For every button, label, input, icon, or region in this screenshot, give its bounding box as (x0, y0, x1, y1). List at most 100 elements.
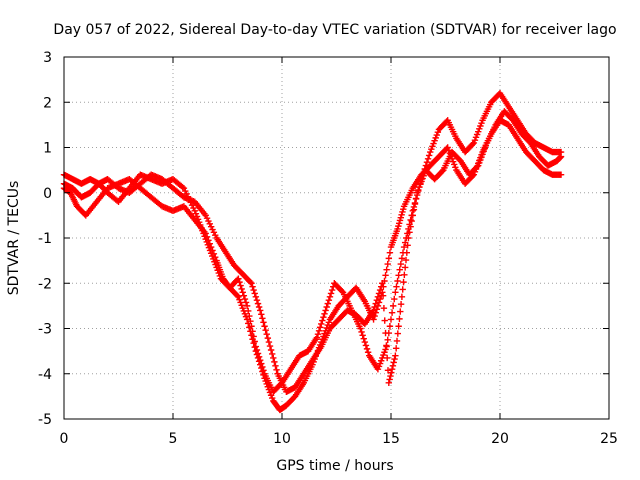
y-tick-label: -4 (38, 367, 52, 383)
data-point-marker (260, 319, 267, 326)
data-point-marker (253, 346, 261, 354)
data-point-marker (425, 152, 433, 159)
x-tick-label: 20 (491, 431, 509, 447)
data-point-marker (402, 256, 410, 264)
data-point-marker (557, 171, 565, 178)
data-point-marker (473, 163, 481, 170)
data-point-marker (262, 326, 269, 334)
data-point-marker (323, 303, 330, 311)
data-point-marker (397, 260, 405, 268)
data-point-marker (320, 313, 327, 321)
data-layer (60, 90, 565, 414)
data-point-marker (270, 354, 277, 362)
data-point-marker (396, 266, 403, 273)
data-point-marker (406, 229, 413, 236)
data-point-marker (255, 353, 263, 360)
data-point-marker (255, 303, 263, 311)
data-point-marker (393, 337, 401, 345)
data-point-marker (246, 312, 253, 320)
data-point-marker (314, 330, 322, 338)
data-point-marker (235, 275, 242, 282)
data-point-marker (248, 280, 255, 287)
data-point-marker (383, 342, 390, 349)
grid-layer (64, 57, 609, 419)
data-point-marker (360, 335, 367, 342)
data-point-marker (263, 330, 270, 338)
data-point-marker (245, 307, 252, 315)
data-point-marker (234, 292, 241, 299)
data-point-marker (384, 260, 391, 268)
data-point-marker (388, 366, 396, 373)
data-point-marker (383, 354, 391, 362)
data-point-marker (401, 271, 408, 278)
data-point-marker (401, 264, 409, 271)
data-point-marker (272, 362, 279, 370)
data-point-marker (392, 289, 399, 296)
data-point-marker (241, 295, 249, 303)
data-point-marker (394, 277, 401, 285)
data-point-marker (392, 352, 399, 359)
data-point-marker (257, 307, 264, 314)
chart-title: Day 057 of 2022, Sidereal Day-to-day VTE… (53, 22, 616, 38)
data-point-marker (322, 307, 329, 314)
y-tick-label: 0 (43, 186, 52, 202)
data-point-marker (379, 292, 387, 299)
y-axis-title: SDTVAR / TECUs (6, 181, 22, 296)
data-point-marker (267, 346, 275, 354)
data-point-marker (385, 379, 393, 386)
data-point-marker (469, 140, 476, 148)
data-point-marker (371, 303, 378, 311)
data-point-marker (424, 155, 432, 163)
data-point-marker (557, 153, 565, 160)
data-point-marker (254, 300, 262, 307)
y-tick-label: -2 (38, 276, 52, 292)
data-point-marker (385, 255, 393, 262)
data-point-marker (328, 286, 336, 294)
data-point-marker (439, 168, 446, 175)
data-point-marker (271, 358, 278, 366)
x-axis-title: GPS time / hours (276, 458, 393, 474)
data-point-marker (372, 300, 379, 307)
data-point-marker (381, 317, 388, 324)
data-point-marker (383, 266, 390, 273)
data-point-marker (375, 290, 383, 297)
data-point-marker (397, 308, 404, 315)
data-point-marker (252, 343, 260, 350)
data-point-marker (250, 286, 257, 294)
data-point-marker (236, 278, 243, 286)
x-tick-label: 5 (169, 431, 178, 447)
data-point-marker (254, 350, 262, 357)
data-point-marker (391, 355, 398, 363)
data-point-marker (319, 317, 326, 324)
data-point-marker (338, 287, 346, 295)
data-point-marker (374, 293, 382, 301)
data-point-marker (257, 356, 264, 364)
series-track-3 (60, 108, 565, 396)
data-point-marker (411, 200, 419, 208)
data-point-marker (373, 297, 381, 304)
data-point-marker (326, 293, 334, 301)
data-point-marker (327, 290, 335, 297)
x-tick-label: 0 (60, 431, 69, 447)
data-point-marker (243, 316, 251, 323)
data-point-marker (273, 366, 280, 373)
data-point-marker (259, 363, 266, 371)
data-point-marker (370, 316, 377, 323)
data-point-marker (358, 328, 365, 336)
series-track-1 (60, 117, 565, 414)
data-point-marker (316, 324, 324, 331)
data-point-marker (386, 249, 394, 256)
data-point-marker (253, 297, 261, 304)
data-point-marker (395, 272, 402, 279)
data-point-marker (242, 299, 250, 306)
data-point-marker (388, 309, 396, 316)
data-point-marker (403, 249, 411, 256)
data-point-marker (264, 334, 272, 342)
data-point-marker (250, 333, 257, 340)
data-point-marker (387, 372, 394, 380)
data-point-marker (407, 223, 414, 230)
data-point-marker (386, 323, 394, 330)
data-point-marker (384, 336, 391, 344)
data-point-marker (258, 360, 265, 367)
